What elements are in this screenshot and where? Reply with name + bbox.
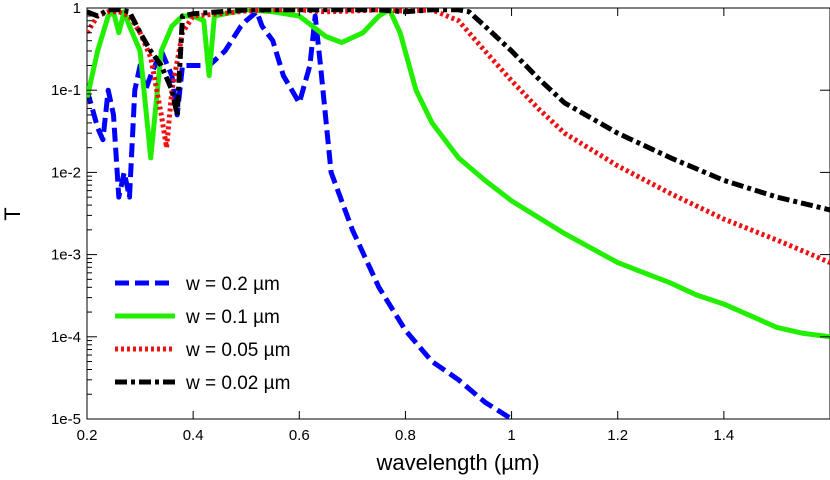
y-tick-label: 1e-5 [51,411,81,428]
y-axis-title: T [0,207,25,220]
legend-label-2: w = 0.1 µm [185,307,280,328]
legend: w = 0.2 µm w = 0.1 µm w = 0.05 µm w = 0.02 … [115,274,290,394]
y-tick-label: 1e-3 [51,247,81,264]
x-tick-label: 1.4 [713,427,734,444]
x-tick-label: 0.4 [183,427,204,444]
legend-label-1: w = 0.2 µm [185,274,280,295]
y-tick-label: 1e-2 [51,164,81,181]
x-tick-label: 1.2 [607,427,628,444]
x-tick-label: 1 [507,427,515,444]
y-tick-label: 1e-4 [51,329,81,346]
ticks-layer: 0.2 0.4 0.6 0.8 1 1.2 1.4 1e-5 1e-4 1e-3 1e-2 1e-1 1 [51,0,830,444]
series-line-4 [87,8,830,213]
legend-label-4: w = 0.02 µm [185,373,290,394]
y-tick-label: 1e-1 [51,82,81,99]
x-tick-label: 0.8 [395,427,416,444]
x-tick-label: 0.6 [289,427,310,444]
legend-label-3: w = 0.05 µm [185,340,290,361]
x-axis-title: wavelength (µm) [375,450,539,475]
y-tick-label: 1 [73,0,81,17]
x-tick-label: 0.2 [77,427,98,444]
series-line-1 [87,9,513,419]
